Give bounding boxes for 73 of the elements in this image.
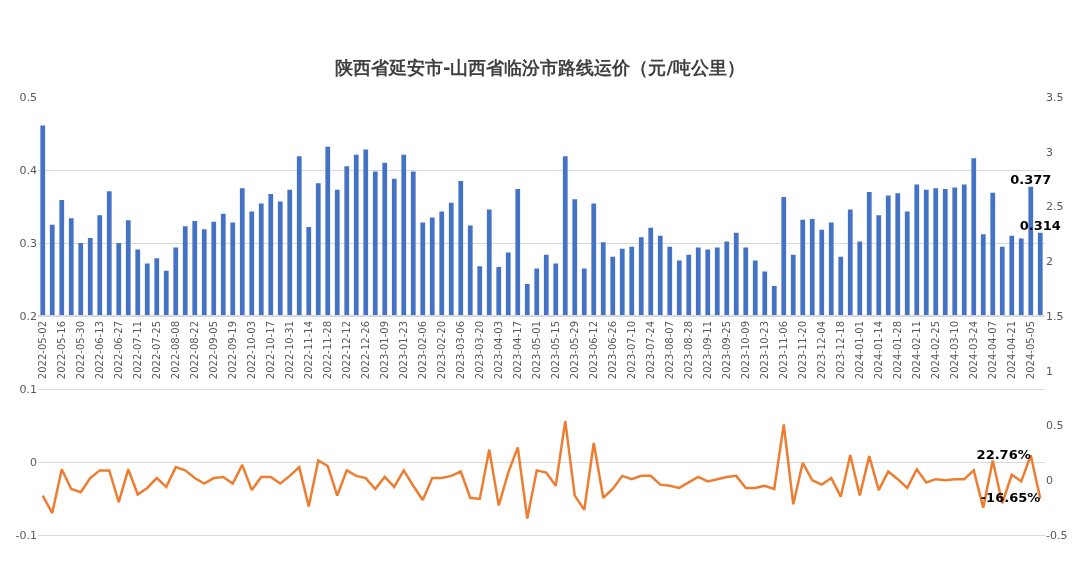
x-tick-label: 2024-01-28 [892, 321, 903, 380]
x-tick-label: 2022-05-16 [56, 321, 67, 380]
y2-tick-label: -0.5 [1046, 528, 1068, 542]
x-tick-label: 2023-06-26 [607, 321, 618, 380]
x-tick-label: 2022-08-22 [189, 321, 200, 380]
x-tick-label: 2024-04-07 [987, 321, 998, 380]
y-tick-label: 0.1 [19, 382, 37, 396]
x-tick-label: 2023-05-29 [569, 321, 580, 380]
x-tick-label: 2023-09-25 [721, 321, 732, 380]
x-tick-label: 2023-12-04 [816, 321, 827, 380]
x-tick-label: 2023-01-23 [398, 321, 409, 380]
x-tick-label: 2022-12-12 [341, 321, 352, 380]
x-tick-label: 2024-02-11 [911, 321, 922, 380]
x-tick-label: 2023-03-06 [455, 321, 466, 380]
x-tick-label: 2023-02-06 [417, 321, 428, 380]
x-tick-label: 2022-05-30 [75, 321, 86, 380]
y-tick-label: 0.2 [19, 309, 37, 323]
x-tick-label: 2022-07-25 [151, 321, 162, 380]
y-tick-label: 0 [30, 455, 37, 469]
y-tick-label: -0.1 [15, 528, 37, 542]
x-tick-label: 2022-09-19 [227, 321, 238, 380]
y2-tick-label: 3 [1046, 145, 1053, 159]
x-tick-label: 2023-05-01 [531, 321, 542, 380]
x-tick-label: 2022-11-28 [322, 321, 333, 380]
x-tick-label: 2023-04-03 [493, 321, 504, 380]
x-tick-label: 2023-11-06 [778, 321, 789, 380]
x-tick-label: 2023-10-23 [759, 321, 770, 380]
y2-tick-label: 0 [1046, 474, 1053, 488]
x-tick-label: 2024-04-21 [1006, 321, 1017, 380]
y-tick-label: 0.5 [19, 90, 37, 104]
x-tick-label: 2022-11-14 [303, 321, 314, 380]
x-tick-label: 2023-07-24 [645, 321, 656, 380]
y-tick-label: 0.3 [19, 236, 37, 250]
x-tick-label: 2023-12-18 [835, 321, 846, 380]
x-tick-label: 2023-05-15 [550, 321, 561, 380]
x-tick-label: 2022-06-13 [94, 321, 105, 380]
y2-tick-label: 1.5 [1046, 309, 1064, 323]
x-tick-label: 2024-01-14 [873, 321, 884, 380]
x-tick-label: 2022-05-02 [37, 321, 48, 380]
x-tick-label: 2022-08-08 [170, 321, 181, 380]
x-tick-label: 2022-10-17 [265, 321, 276, 380]
x-tick-label: 2024-05-05 [1025, 321, 1036, 380]
x-tick-label: 2024-03-24 [968, 321, 979, 380]
x-tick-label: 2023-04-17 [512, 321, 523, 380]
x-tick-label: 2023-02-20 [436, 321, 447, 380]
chart-title: 陕西省延安市-山西省临汾市路线运价（元/吨公里） [334, 57, 746, 79]
x-tick-label: 2023-10-09 [740, 321, 751, 380]
x-tick-label: 2023-03-20 [474, 321, 485, 380]
x-tick-label: 2023-06-12 [588, 321, 599, 380]
x-tick-label: 2024-03-10 [949, 321, 960, 380]
x-tick-label: 2023-08-07 [664, 321, 675, 380]
y2-tick-label: 2.5 [1046, 200, 1064, 214]
x-tick-label: 2022-10-03 [246, 321, 257, 380]
x-tick-label: 2024-01-01 [854, 321, 865, 380]
y-tick-label: 0.4 [19, 163, 37, 177]
x-tick-label: 2023-09-11 [702, 321, 713, 380]
x-tick-label: 2024-02-25 [930, 321, 941, 380]
line-series [41, 419, 1042, 520]
y2-tick-label: 3.5 [1046, 90, 1064, 104]
x-tick-label: 2022-07-11 [132, 321, 143, 380]
x-tick-label: 2022-10-31 [284, 321, 295, 380]
x-tick-label: 2023-08-28 [683, 321, 694, 380]
y2-tick-label: 2 [1046, 255, 1053, 269]
x-tick-label: 2022-06-27 [113, 321, 124, 380]
x-tick-label: 2022-09-05 [208, 321, 219, 380]
data-label: 0.377 [1010, 171, 1052, 187]
x-tick-label: 2022-12-26 [360, 321, 371, 380]
y2-tick-label: 1 [1046, 364, 1053, 378]
x-tick-label: 2023-11-20 [797, 321, 808, 380]
y2-tick-label: 0.5 [1046, 419, 1064, 433]
x-tick-label: 2023-07-10 [626, 321, 637, 380]
x-tick-label: 2023-01-09 [379, 321, 390, 380]
data-label: 22.76% [976, 446, 1031, 462]
